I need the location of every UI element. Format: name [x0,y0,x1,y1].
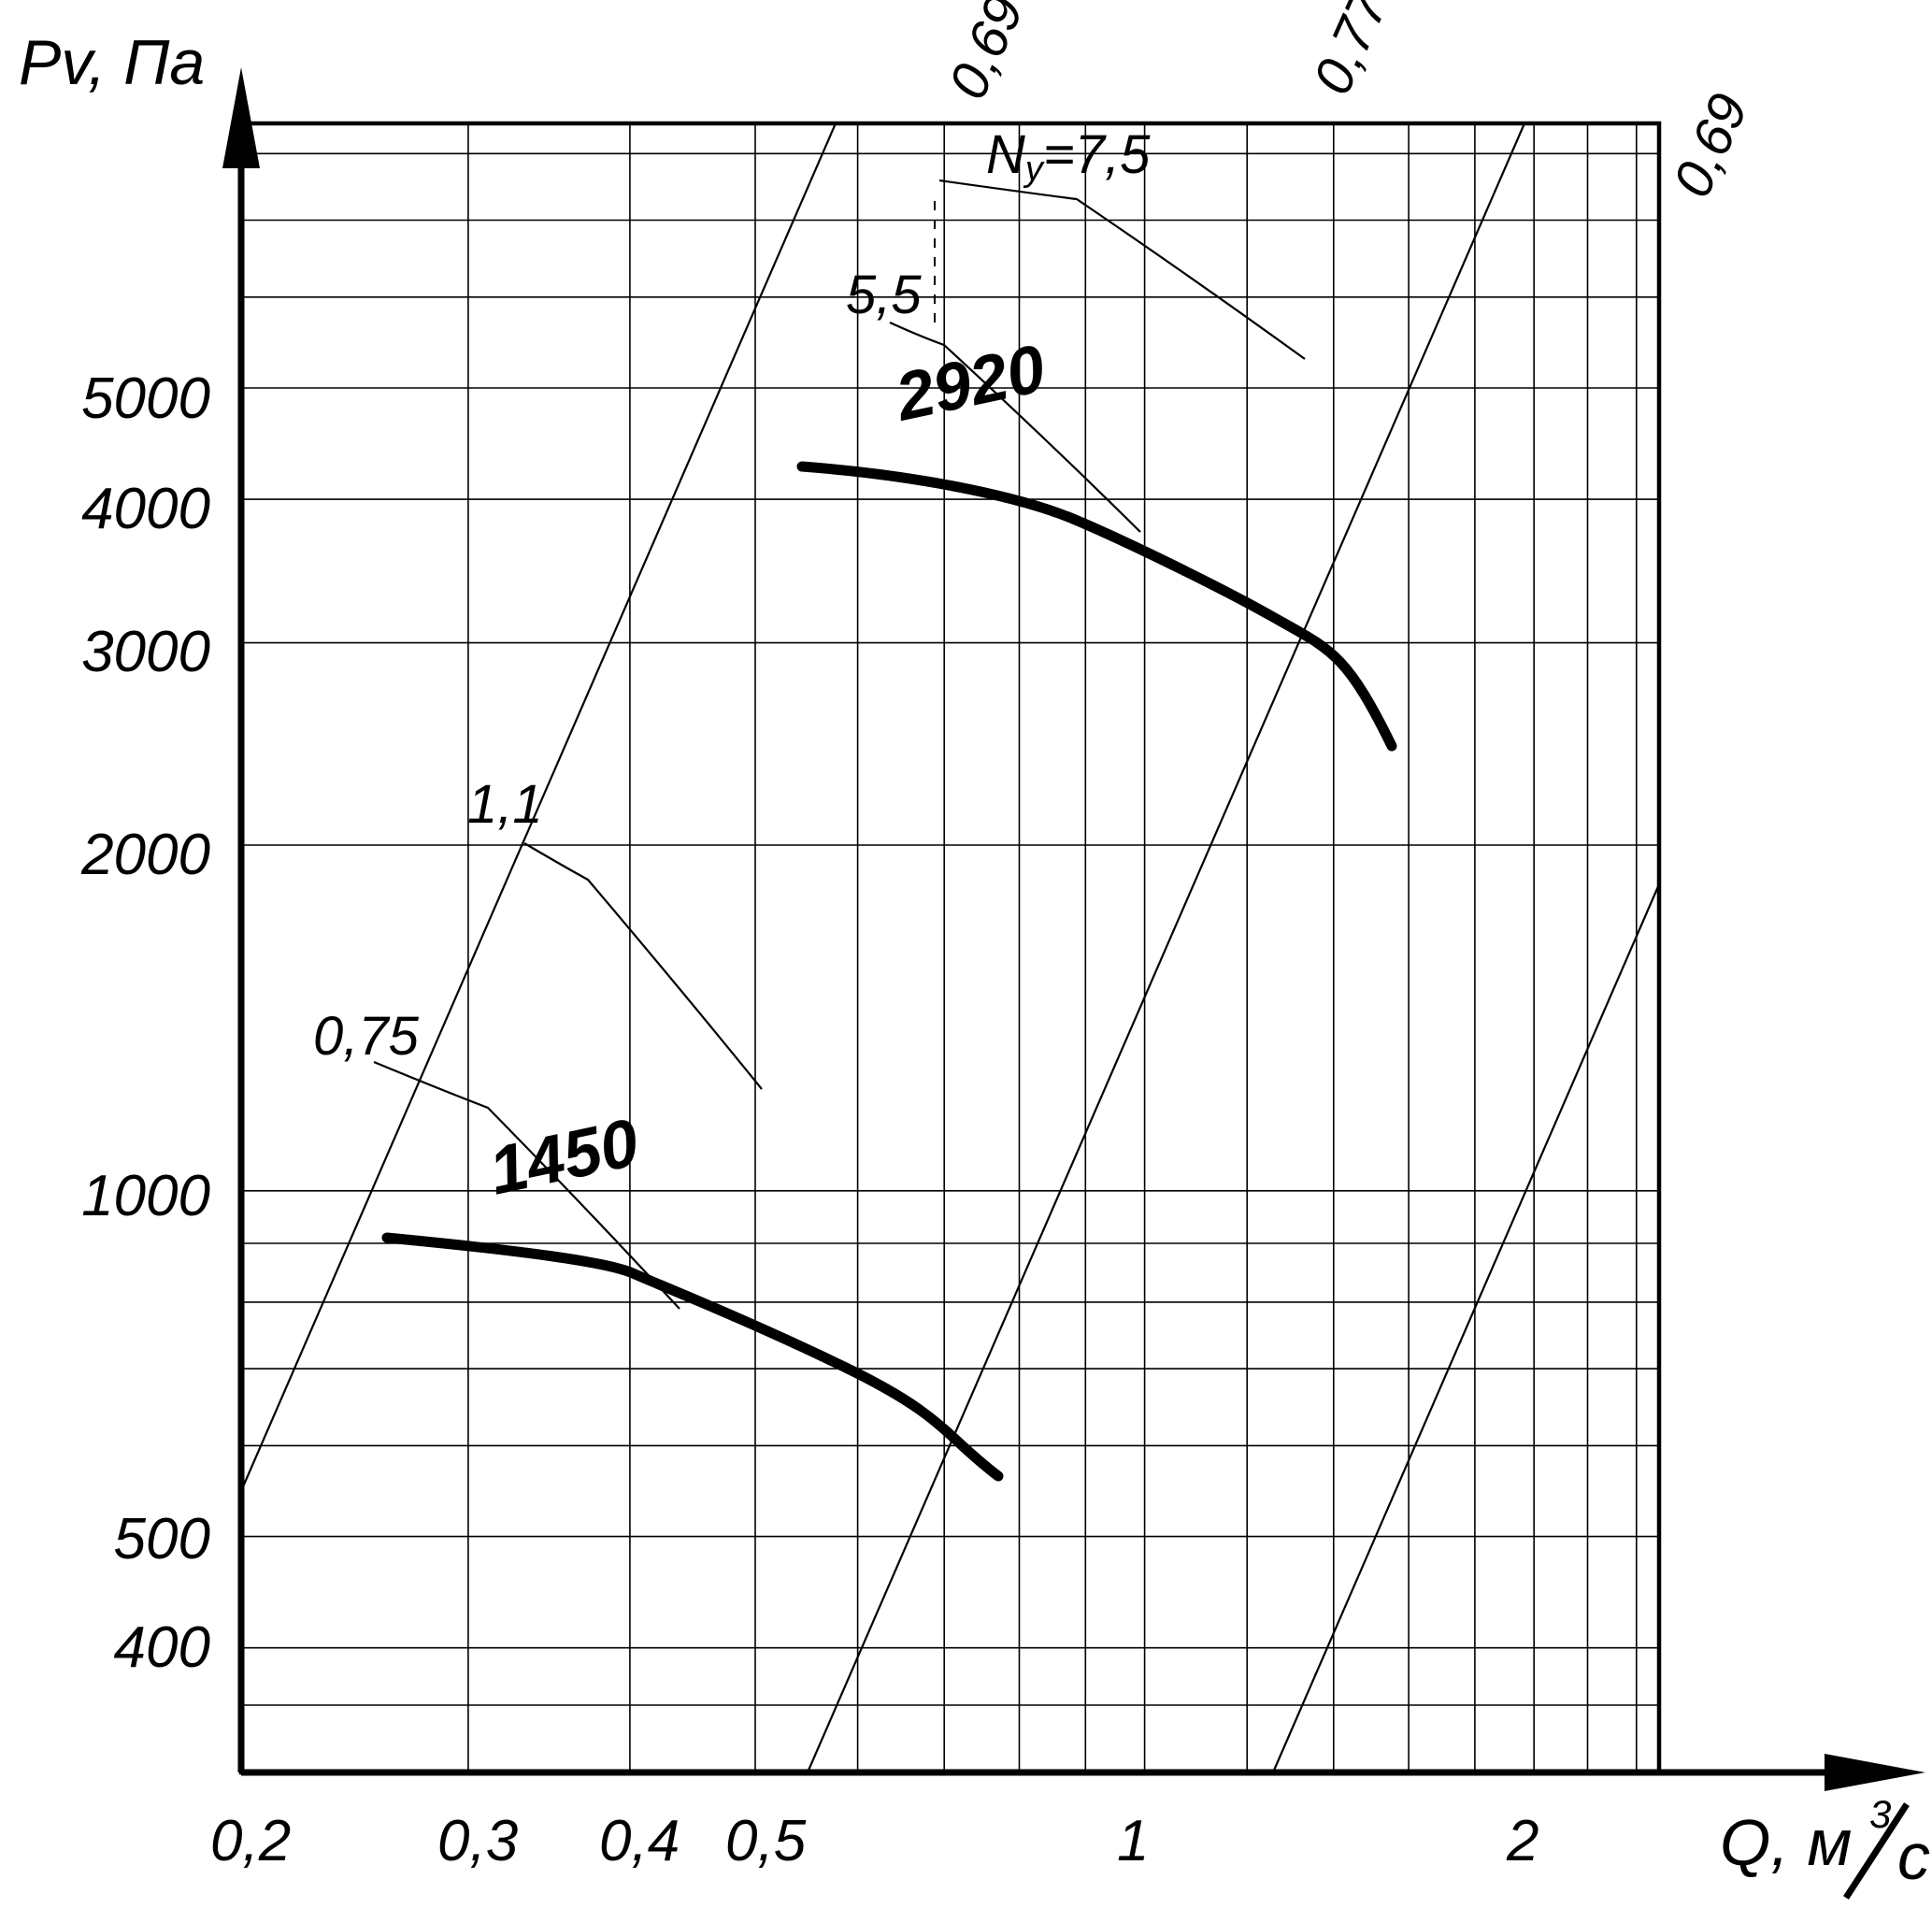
svg-text:5,5: 5,5 [846,265,922,325]
svg-text:1000: 1000 [81,1164,210,1228]
svg-text:0,75: 0,75 [313,1006,420,1067]
svg-text:5000: 5000 [81,366,210,431]
svg-text:400: 400 [114,1615,210,1680]
svg-text:с: с [1897,1820,1930,1893]
svg-text:0,5: 0,5 [725,1809,807,1873]
svg-text:Q, м: Q, м [1720,1806,1852,1879]
svg-text:1,1: 1,1 [467,774,543,835]
svg-text:0,2: 0,2 [210,1809,291,1873]
svg-text:1: 1 [1117,1809,1149,1873]
svg-text:2000: 2000 [80,823,210,887]
svg-text:3000: 3000 [81,620,210,684]
svg-text:4000: 4000 [81,477,210,541]
svg-text:Nу=7,5: Nу=7,5 [986,124,1151,189]
svg-text:Pv, Па: Pv, Па [19,27,205,98]
svg-text:0,3: 0,3 [437,1809,518,1873]
svg-text:0,4: 0,4 [599,1809,680,1873]
svg-text:2: 2 [1506,1809,1538,1873]
svg-text:500: 500 [114,1507,210,1571]
